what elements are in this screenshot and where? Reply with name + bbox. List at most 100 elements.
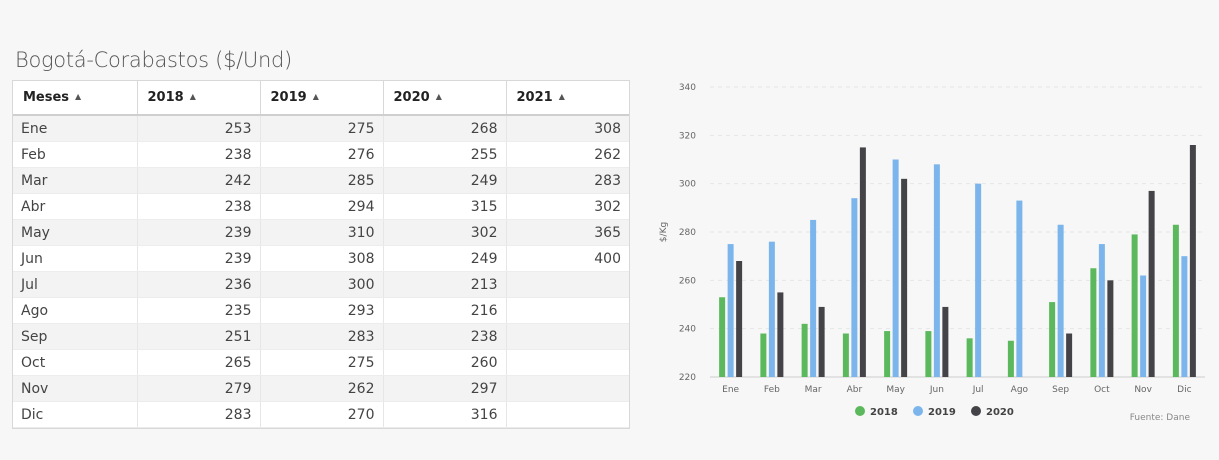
value-cell: 268 (383, 115, 507, 142)
value-cell: 238 (383, 323, 507, 350)
bar-2020-Ene (736, 261, 743, 377)
y-tick-label: 340 (679, 83, 696, 93)
value-cell (506, 323, 629, 350)
value-cell: 276 (260, 141, 384, 168)
value-cell: 285 (260, 167, 384, 194)
bar-2019-Ago (1016, 200, 1023, 377)
y-tick-label: 300 (679, 180, 696, 190)
bar-2019-Nov (1140, 275, 1147, 377)
value-cell (506, 375, 629, 402)
bar-2018-Jun (925, 331, 932, 377)
bar-2018-Nov (1131, 234, 1138, 377)
x-tick-label: Ago (1011, 385, 1029, 395)
value-cell: 235 (137, 297, 261, 324)
value-cell: 365 (506, 219, 629, 246)
x-tick-label: Oct (1094, 385, 1110, 395)
bar-2019-Dic (1181, 256, 1188, 377)
table-row: Feb 238 276 255 262 (13, 141, 629, 168)
value-cell: 265 (137, 349, 261, 376)
bar-2020-Mar (818, 306, 825, 377)
value-cell (506, 297, 629, 324)
bar-2019-Oct (1098, 244, 1105, 377)
bar-chart: 220 240 260 280 300 320 340 $/Kg Ene Feb Mar Abr May… (659, 83, 1205, 423)
value-cell: 308 (506, 115, 629, 142)
legend-marker-2018 (855, 406, 865, 416)
bar-2018-Feb (760, 333, 767, 377)
value-cell: 251 (137, 323, 261, 350)
bar-2018-Ago (1007, 340, 1014, 377)
x-tick-label: Ene (722, 385, 739, 395)
table-body: Ene 253 275 268 308 Feb 238 276 255 262 Mar 242 285 2… (13, 115, 629, 428)
value-cell: 270 (260, 401, 384, 428)
month-cell: May (13, 219, 138, 246)
bar-2019-Jun (933, 164, 940, 377)
column-header-meses[interactable]: Meses ▲ (13, 81, 138, 116)
table-row: Ene 253 275 268 308 (13, 115, 629, 142)
value-cell: 294 (260, 193, 384, 220)
table-row: Mar 242 285 249 283 (13, 167, 629, 194)
column-header-2018[interactable]: 2018 ▲ (137, 81, 261, 116)
y-tick-label: 320 (679, 131, 696, 141)
value-cell: 400 (506, 245, 629, 272)
bar-2020-Feb (777, 292, 784, 377)
value-cell: 300 (260, 271, 384, 298)
column-header-2021[interactable]: 2021 ▲ (506, 81, 629, 116)
month-cell: Abr (13, 193, 138, 220)
bar-2020-Sep (1066, 333, 1073, 377)
x-tick-label: Dic (1177, 385, 1191, 395)
sort-up-icon: ▲ (435, 92, 442, 101)
y-tick-label: 220 (679, 373, 696, 383)
legend-marker-2019 (913, 406, 923, 416)
value-cell: 239 (137, 219, 261, 246)
value-cell: 262 (260, 375, 384, 402)
sort-up-icon: ▲ (75, 92, 82, 101)
bar-2020-Abr (859, 147, 866, 377)
value-cell: 213 (383, 271, 507, 298)
value-cell: 253 (137, 115, 261, 142)
month-cell: Ago (13, 297, 138, 324)
month-cell: Jul (13, 271, 138, 298)
value-cell: 283 (260, 323, 384, 350)
legend-label: 2020 (986, 407, 1014, 418)
value-cell: 315 (383, 193, 507, 220)
value-cell: 238 (137, 193, 261, 220)
x-tick-label: Jun (929, 385, 944, 395)
value-cell: 283 (137, 401, 261, 428)
bar-2019-Mar (810, 219, 817, 377)
value-cell: 279 (137, 375, 261, 402)
value-cell: 239 (137, 245, 261, 272)
y-axis-label: $/Kg (659, 222, 669, 242)
sort-up-icon: ▲ (312, 92, 319, 101)
column-header-2020[interactable]: 2020 ▲ (383, 81, 507, 116)
x-tick-label: Nov (1134, 385, 1152, 395)
source-note: Fuente: Dane (1130, 413, 1191, 423)
legend-marker-2020 (971, 406, 981, 416)
table-row: Jul 236 300 213 (13, 271, 629, 298)
bar-2019-Sep (1057, 224, 1064, 377)
bar-2020-Nov (1148, 190, 1155, 377)
y-tick-label: 260 (679, 276, 696, 286)
bar-2019-Feb (768, 241, 775, 377)
table-row: Ago 235 293 216 (13, 297, 629, 324)
bar-2019-Jul (975, 183, 982, 377)
bar-2018-Jul (966, 338, 973, 377)
column-header-2019[interactable]: 2019 ▲ (260, 81, 384, 116)
value-cell: 308 (260, 245, 384, 272)
sort-up-icon: ▲ (189, 92, 196, 101)
bar-2018-Abr (842, 333, 849, 377)
value-cell: 236 (137, 271, 261, 298)
bar-2018-Oct (1090, 268, 1097, 377)
x-tick-label: Feb (764, 385, 780, 395)
value-cell: 242 (137, 167, 261, 194)
table-row: Abr 238 294 315 302 (13, 193, 629, 220)
table-row: Oct 265 275 260 (13, 349, 629, 376)
bar-2020-Oct (1107, 280, 1114, 377)
bar-2018-Dic (1172, 224, 1179, 377)
sort-up-icon: ▲ (558, 92, 565, 101)
table-row: Nov 279 262 297 (13, 375, 629, 402)
column-header-label: 2019 (270, 90, 307, 105)
value-cell (506, 401, 629, 428)
value-cell: 260 (383, 349, 507, 376)
bar-2019-Ene (727, 244, 734, 377)
value-cell: 293 (260, 297, 384, 324)
